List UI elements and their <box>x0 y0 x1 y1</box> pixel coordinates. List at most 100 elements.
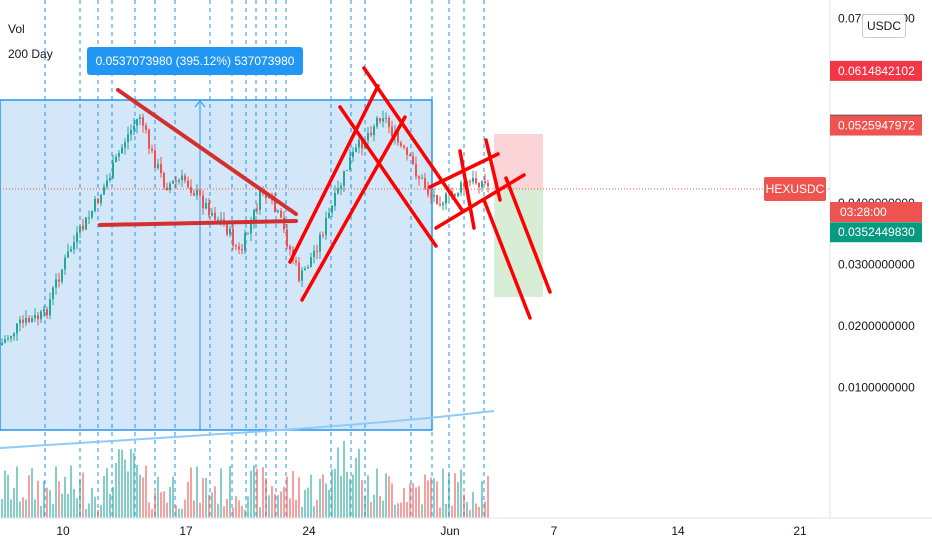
price-axis-tags: 0.06148421020.05273780110.05259479720.03… <box>830 60 922 243</box>
volume-bar-24 <box>73 488 75 518</box>
candle-55 <box>166 182 168 191</box>
price-axis[interactable]: 0.080.07000000000.04000000000.0300000000… <box>838 0 915 395</box>
ma-legend-label[interactable]: 200 Day <box>8 47 53 61</box>
candle-63 <box>190 179 192 196</box>
volume-bar-74 <box>223 506 225 518</box>
candle-98 <box>295 256 297 266</box>
volume-bar-4 <box>13 488 15 518</box>
volume-bar-36 <box>109 493 111 518</box>
volume-bar-80 <box>241 505 243 518</box>
volume-bar-28 <box>85 509 87 518</box>
volume-bar-110 <box>331 469 333 518</box>
volume-bar-143 <box>430 477 432 518</box>
measure-tooltip: 0.0537073980 (395.12%) 537073980 <box>87 47 303 75</box>
candle-133 <box>400 140 402 148</box>
time-tick-4: 7 <box>551 524 558 538</box>
volume-bar-61 <box>184 499 186 518</box>
volume-bar-77 <box>232 507 234 518</box>
candle-95 <box>286 223 288 250</box>
candle-43 <box>130 124 132 141</box>
volume-bar-127 <box>382 500 384 518</box>
volume-bar-117 <box>352 474 354 518</box>
candle-76 <box>229 225 231 238</box>
candle-0 <box>1 338 3 346</box>
candle-49 <box>148 128 150 155</box>
volume-bar-57 <box>172 476 174 518</box>
volume-bar-72 <box>217 503 219 518</box>
time-tick-3: Jun <box>440 524 459 538</box>
candle-138 <box>415 156 417 180</box>
candle-29 <box>88 210 90 225</box>
candle-122 <box>367 127 369 146</box>
candle-24 <box>73 235 75 255</box>
candle-50 <box>151 144 153 153</box>
candle-23 <box>70 245 72 253</box>
candle-9 <box>28 315 30 324</box>
volume-bar-58 <box>175 505 177 518</box>
volume-bar-106 <box>319 478 321 518</box>
candle-110 <box>331 205 333 217</box>
candle-162 <box>487 179 489 193</box>
volume-bar-113 <box>340 475 342 518</box>
candle-126 <box>379 117 381 124</box>
candle-18 <box>55 273 57 295</box>
volume-bar-33 <box>100 505 102 518</box>
volume-bar-158 <box>475 503 477 518</box>
candle-69 <box>208 197 210 219</box>
candle-144 <box>433 187 435 203</box>
candle-123 <box>370 125 372 137</box>
currency-badge[interactable]: USDC <box>862 14 907 38</box>
volume-bar-120 <box>361 480 363 518</box>
candle-80 <box>241 244 243 255</box>
candle-82 <box>247 232 249 235</box>
volume-bar-102 <box>307 487 309 518</box>
candle-109 <box>328 207 330 219</box>
trendline-drawings[interactable] <box>98 66 552 320</box>
candle-139 <box>418 175 420 186</box>
volume-bar-98 <box>295 499 297 518</box>
candle-3 <box>10 335 12 343</box>
volume-bar-109 <box>328 489 330 518</box>
volume-bar-88 <box>265 478 267 518</box>
volume-legend-label[interactable]: Vol <box>8 22 25 36</box>
volume-bar-122 <box>367 475 369 518</box>
volume-bar-147 <box>442 468 444 518</box>
candle-51 <box>154 146 156 169</box>
candle-53 <box>160 156 162 178</box>
volume-bar-73 <box>220 468 222 518</box>
candle-114 <box>343 170 345 192</box>
volume-bar-86 <box>259 507 261 518</box>
volume-bar-14 <box>43 480 45 518</box>
volume-bar-56 <box>169 487 171 518</box>
candle-8 <box>25 310 27 327</box>
candle-113 <box>340 182 342 196</box>
volume-bar-6 <box>19 501 21 518</box>
candle-157 <box>472 170 474 185</box>
candle-41 <box>124 138 126 155</box>
stop-loss-zone[interactable] <box>494 134 543 189</box>
volume-bar-27 <box>82 472 84 518</box>
volume-bar-93 <box>280 491 282 518</box>
candle-115 <box>346 170 348 172</box>
candle-58 <box>175 176 177 189</box>
volume-bar-41 <box>124 459 126 518</box>
volume-bar-119 <box>358 448 360 518</box>
price-range-measure-box[interactable] <box>0 99 433 431</box>
price-tag-0: 0.0614842102 <box>830 60 922 81</box>
time-axis[interactable]: 10 17 24 Jun 7 14 21 <box>56 524 807 538</box>
candle-107 <box>322 231 324 239</box>
volume-bar-140 <box>421 504 423 518</box>
volume-bar-35 <box>106 468 108 518</box>
candle-111 <box>334 185 336 211</box>
candle-44 <box>133 117 135 136</box>
volume-bar-68 <box>205 478 207 518</box>
volume-bar-138 <box>415 487 417 518</box>
candle-77 <box>232 223 234 250</box>
volume-bar-45 <box>136 465 138 518</box>
volume-bar-38 <box>115 462 117 518</box>
candle-116 <box>349 149 351 171</box>
candle-105 <box>316 244 318 259</box>
candle-15 <box>46 306 48 319</box>
volume-bar-9 <box>28 475 30 518</box>
